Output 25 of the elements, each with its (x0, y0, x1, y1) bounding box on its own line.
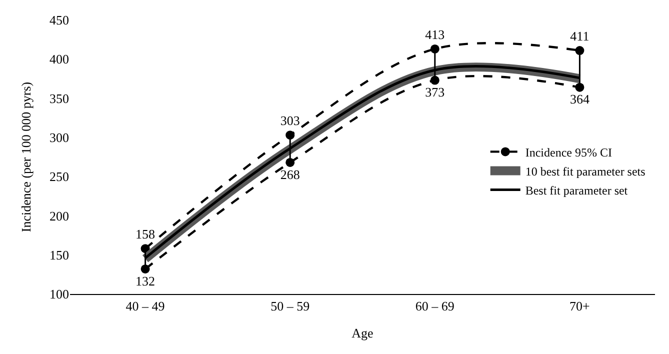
data-label: 413 (425, 27, 445, 42)
x-tick-label: 50 – 59 (270, 298, 310, 314)
y-tick-label: 300 (50, 130, 69, 145)
x-tick-label: 40 – 49 (126, 298, 165, 314)
data-label: 364 (570, 92, 590, 107)
x-tick-label: 60 – 69 (415, 298, 454, 314)
x-axis-title: Age (352, 325, 374, 340)
legend-label: Incidence 95% CI (525, 145, 612, 160)
y-tick-label: 400 (50, 52, 69, 67)
y-tick-label: 150 (50, 247, 69, 262)
data-label: 268 (280, 166, 300, 182)
legend-label: Best fit parameter set (525, 183, 628, 198)
y-tick-label: 200 (50, 208, 69, 224)
legend-label: 10 best fit parameter sets (525, 164, 646, 178)
data-label: 303 (280, 113, 300, 128)
y-tick-label: 100 (50, 286, 69, 302)
y-axis-title: Incidence (per 100 000 pyrs) (18, 82, 34, 232)
y-tick-label: 250 (50, 169, 69, 184)
data-label: 411 (570, 28, 590, 44)
data-label: 373 (425, 84, 445, 100)
data-label: 132 (136, 273, 156, 288)
y-tick-label: 450 (50, 12, 69, 28)
y-tick-label: 350 (50, 90, 69, 106)
x-tick-label: 70+ (570, 298, 590, 314)
data-label: 158 (136, 226, 156, 242)
